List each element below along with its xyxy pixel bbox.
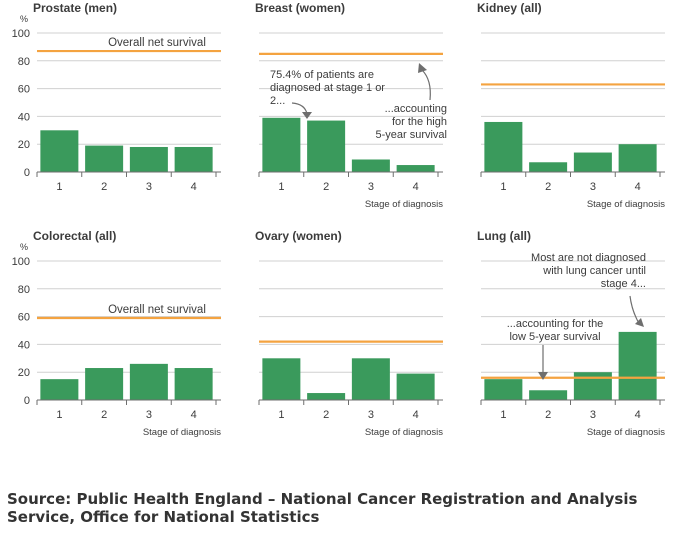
bar-stage-2	[85, 145, 124, 172]
x-axis-label: Stage of diagnosis	[365, 427, 443, 438]
x-tick-label: 1	[56, 181, 62, 193]
survival-line-label: Overall net survival	[108, 304, 206, 316]
y-tick-label: 80	[18, 284, 30, 296]
annotation-low-survival: ...accounting for the low 5-year survival	[507, 318, 604, 343]
y-tick-label: 40	[18, 339, 30, 351]
y-unit-label: %	[20, 14, 28, 24]
x-axis-label: Stage of diagnosis	[587, 199, 665, 210]
bar-stage-4	[618, 144, 657, 172]
bar-stage-3	[351, 358, 390, 400]
bar-stage-4	[174, 146, 213, 172]
bar-stage-3	[573, 152, 612, 172]
annotation-arrow-2	[421, 69, 431, 101]
x-tick-label: 1	[500, 181, 506, 193]
x-tick-label: 4	[635, 181, 641, 193]
x-tick-label: 2	[323, 181, 329, 193]
chart-panel-2: Breast (women) 1 2 3 4 Stage of diagnosis 75.4…	[255, 1, 447, 210]
x-tick-label: 1	[500, 409, 506, 421]
survival-line-label: Overall net survival	[108, 37, 206, 49]
x-tick-label: 2	[323, 409, 329, 421]
x-tick-label: 1	[278, 409, 284, 421]
bar-stage-2	[307, 393, 346, 400]
source-note: Source: Public Health England – National…	[7, 490, 638, 526]
x-axis-label: Stage of diagnosis	[143, 427, 221, 438]
bar-stage-4	[396, 373, 435, 400]
bar-stage-1	[262, 117, 301, 172]
x-axis-label: Stage of diagnosis	[587, 427, 665, 438]
panel-title: Colorectal (all)	[33, 229, 116, 243]
x-tick-label: 3	[368, 181, 374, 193]
y-unit-label: %	[20, 242, 28, 252]
panel-title: Prostate (men)	[33, 1, 117, 15]
x-tick-label: 4	[635, 409, 641, 421]
x-tick-label: 2	[545, 181, 551, 193]
bar-stage-2	[529, 390, 568, 400]
bar-stage-3	[351, 159, 390, 172]
bar-stage-1	[40, 130, 79, 172]
x-tick-label: 1	[56, 409, 62, 421]
bar-stage-2	[307, 120, 346, 172]
x-tick-label: 3	[146, 409, 152, 421]
bar-stage-4	[174, 368, 213, 400]
annotation-arrow-4-head	[538, 372, 548, 380]
panel-title: Breast (women)	[255, 1, 345, 15]
x-tick-label: 4	[191, 409, 197, 421]
annotation-arrow-1-head	[302, 112, 312, 119]
panel-title: Lung (all)	[477, 229, 531, 243]
chart-panel-4: Colorectal (all) 0 20 40 60 80 100% 1 2 3 4 Stage o…	[12, 229, 222, 438]
bar-stage-1	[484, 121, 523, 172]
bar-stage-1	[40, 379, 79, 400]
annotation-arrow-3-head	[635, 318, 644, 327]
x-tick-label: 3	[590, 181, 596, 193]
y-tick-label: 80	[18, 56, 30, 68]
y-tick-label: 100	[12, 256, 30, 268]
panel-title: Ovary (women)	[255, 229, 342, 243]
panel-title: Kidney (all)	[477, 1, 542, 15]
x-tick-label: 1	[278, 181, 284, 193]
bar-stage-1	[484, 379, 523, 400]
x-tick-label: 2	[545, 409, 551, 421]
x-tick-label: 4	[191, 181, 197, 193]
bar-stage-1	[262, 358, 301, 400]
annotation-arrow-2-head	[418, 63, 427, 73]
x-tick-label: 3	[368, 409, 374, 421]
x-tick-label: 3	[146, 181, 152, 193]
x-tick-label: 4	[413, 409, 419, 421]
bar-stage-4	[618, 331, 657, 400]
x-tick-label: 4	[413, 181, 419, 193]
annotation-stage-1-2: 75.4% of patients are diagnosed at stage …	[270, 69, 385, 107]
bar-stage-2	[85, 368, 124, 400]
y-tick-label: 100	[12, 28, 30, 40]
x-tick-label: 2	[101, 181, 107, 193]
bar-stage-3	[129, 146, 168, 172]
y-tick-label: 40	[18, 111, 30, 123]
x-tick-label: 2	[101, 409, 107, 421]
x-tick-label: 3	[590, 409, 596, 421]
chart-panel-5: Ovary (women) 1 2 3 4 Stage of diagnosis	[255, 229, 443, 438]
y-tick-label: 0	[24, 167, 30, 179]
bar-stage-3	[573, 372, 612, 400]
y-tick-label: 20	[18, 139, 30, 151]
x-axis-label: Stage of diagnosis	[365, 199, 443, 210]
bar-stage-3	[129, 363, 168, 400]
annotation-high-survival: ...accounting for the high 5-year survival	[375, 103, 447, 141]
chart-panel-3: Kidney (all) 1 2 3 4 Stage of diagnosis	[477, 1, 665, 210]
annotation-stage-4: Most are not diagnosed with lung cancer u…	[531, 252, 646, 290]
y-tick-label: 20	[18, 367, 30, 379]
bar-stage-2	[529, 162, 568, 172]
chart-panel-6: Lung (all) 1 2 3 4 Stage of diagnosis Most are…	[477, 229, 665, 438]
y-tick-label: 0	[24, 395, 30, 407]
bar-stage-4	[396, 165, 435, 172]
y-tick-label: 60	[18, 312, 30, 324]
y-tick-label: 60	[18, 84, 30, 96]
chart-panel-1: Prostate (men) 0 20 40 60 80 100% 1 2 3 4 Overall n…	[12, 1, 221, 193]
